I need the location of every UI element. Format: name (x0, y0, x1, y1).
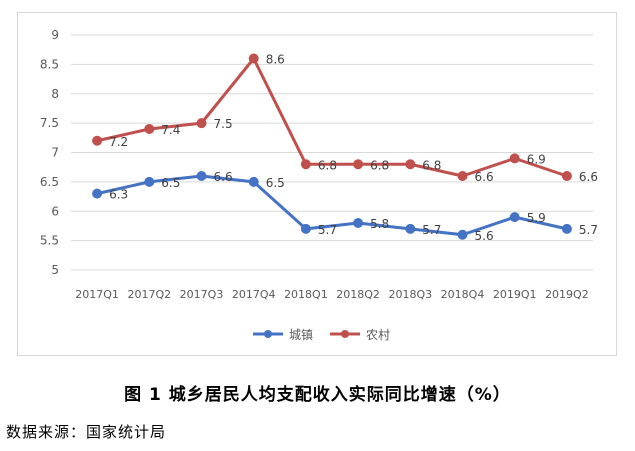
data-source-note: 数据来源：国家统计局 (6, 423, 167, 441)
x-tick-label: 2017Q1 (75, 288, 119, 301)
legend-label: 农村 (366, 328, 390, 342)
data-label: 6.3 (109, 188, 128, 202)
data-point (561, 171, 572, 181)
data-label: 5.7 (579, 223, 598, 237)
data-point (300, 223, 311, 234)
line-chart: 5 5.5 6 6.5 7 7.5 8 8.5 9 2017Q1 2017Q2 2017Q3 2017Q… (40, 28, 598, 342)
y-tick-label: 5 (51, 263, 59, 277)
x-tick-label: 2017Q2 (127, 288, 171, 301)
y-tick-label: 6.5 (40, 175, 59, 189)
data-point (144, 176, 155, 187)
y-tick-label: 7.5 (40, 116, 59, 130)
legend-label: 城镇 (289, 328, 313, 342)
data-label: 6.5 (161, 176, 180, 190)
x-tick-label: 2018Q4 (441, 288, 485, 301)
data-point (509, 153, 520, 164)
data-point (457, 171, 468, 181)
data-label: 6.8 (422, 158, 441, 172)
data-point (353, 218, 364, 228)
data-label: 6.8 (370, 158, 389, 172)
data-label: 7.4 (161, 123, 180, 137)
data-point (353, 159, 364, 170)
data-label: 7.5 (214, 117, 233, 131)
data-label: 6.8 (318, 158, 337, 172)
data-point (509, 212, 520, 223)
data-label: 6.6 (579, 170, 598, 184)
chart-frame: 5 5.5 6 6.5 7 7.5 8 8.5 9 2017Q1 2017Q2 2017Q3 2017Q… (17, 12, 617, 356)
x-tick-label: 2018Q2 (336, 288, 380, 301)
y-tick-label: 8.5 (40, 57, 59, 71)
x-tick-label: 2019Q2 (545, 288, 589, 301)
data-label: 7.2 (109, 135, 128, 149)
y-tick-label: 6 (51, 204, 59, 218)
x-tick-label: 2017Q4 (232, 288, 276, 301)
figure-caption: 图 1 城乡居民人均支配收入实际同比增速（%） (124, 385, 511, 405)
data-point (92, 188, 103, 199)
data-label: 5.7 (422, 223, 441, 237)
x-tick-label: 2019Q1 (493, 288, 537, 301)
data-label: 6.5 (266, 176, 285, 190)
y-tick-label: 9 (51, 28, 59, 42)
data-point (248, 176, 259, 187)
data-label: 5.8 (370, 217, 389, 231)
data-point (457, 229, 468, 240)
legend-marker (264, 330, 272, 338)
data-point (405, 223, 416, 234)
data-label: 5.6 (475, 229, 494, 243)
data-label: 5.7 (318, 223, 337, 237)
data-label: 8.6 (266, 53, 285, 67)
series-line-1 (96, 174, 568, 237)
y-tick-label: 5.5 (40, 234, 59, 248)
series-line-2 (96, 57, 568, 178)
data-point (196, 171, 207, 181)
y-tick-label: 8 (51, 87, 59, 101)
y-tick-label: 7 (51, 146, 59, 160)
data-point (405, 159, 416, 170)
data-point (144, 124, 155, 134)
data-label: 6.6 (214, 170, 233, 184)
x-tick-label: 2018Q1 (284, 288, 328, 301)
data-point (92, 135, 103, 146)
data-label: 6.6 (475, 170, 494, 184)
x-tick-label: 2018Q3 (388, 288, 432, 301)
data-point (196, 118, 207, 129)
data-point (248, 53, 259, 64)
data-label: 6.9 (527, 152, 546, 166)
data-point (561, 223, 572, 234)
data-point (300, 159, 311, 170)
data-label: 5.9 (527, 211, 546, 225)
x-tick-label: 2017Q3 (180, 288, 224, 301)
legend-marker (341, 330, 349, 338)
